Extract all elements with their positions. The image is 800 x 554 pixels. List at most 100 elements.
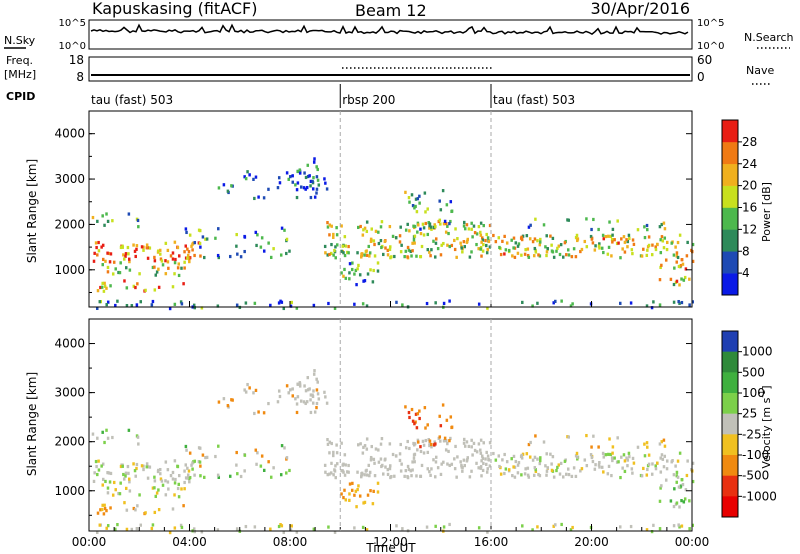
velocity-cell bbox=[534, 468, 537, 472]
power-cell bbox=[399, 250, 403, 254]
power-cell bbox=[574, 236, 578, 240]
power-cell bbox=[589, 234, 593, 239]
power-cell bbox=[187, 250, 191, 254]
power-cell bbox=[666, 240, 669, 245]
velocity-cell bbox=[510, 457, 513, 461]
power-cell bbox=[101, 263, 104, 267]
power-cell bbox=[616, 219, 619, 223]
velocity-cell bbox=[408, 446, 411, 451]
velocity-cell bbox=[470, 469, 473, 473]
velocity-cell bbox=[572, 466, 576, 470]
velocity-cell bbox=[628, 455, 631, 459]
velocity-cell bbox=[650, 472, 654, 476]
power-cell bbox=[479, 233, 483, 237]
velocity-cell bbox=[383, 458, 387, 462]
power-cell bbox=[145, 246, 149, 250]
power-cell bbox=[388, 247, 392, 252]
power-cell bbox=[477, 302, 481, 306]
velocity-cell bbox=[166, 468, 170, 472]
power-cell bbox=[106, 270, 110, 274]
velocity-cell bbox=[481, 454, 484, 458]
velocity-cell bbox=[521, 524, 524, 528]
velocity-cell bbox=[623, 459, 627, 463]
velocity-cell bbox=[617, 460, 620, 464]
power-cell bbox=[180, 266, 183, 270]
velocity-cell bbox=[643, 454, 647, 458]
power-cell bbox=[335, 243, 339, 247]
velocity-cell bbox=[279, 473, 283, 477]
power-cell bbox=[601, 233, 605, 237]
nsky-label: N.Sky bbox=[4, 34, 36, 47]
velocity-cell bbox=[157, 508, 161, 512]
velocity-cell bbox=[107, 471, 111, 475]
power-cell bbox=[306, 174, 310, 179]
power-cell bbox=[466, 237, 470, 241]
velocity-cell bbox=[465, 440, 469, 444]
power-cell bbox=[125, 303, 129, 308]
power-cell bbox=[611, 240, 614, 244]
power-cell bbox=[691, 259, 695, 264]
power-cell bbox=[291, 174, 294, 178]
power-cell bbox=[419, 227, 422, 231]
velocity-cell bbox=[184, 444, 188, 449]
power-cell bbox=[650, 253, 654, 257]
power-cell bbox=[399, 225, 402, 229]
velocity-cell bbox=[419, 449, 423, 454]
velocity-cell bbox=[125, 508, 129, 512]
velocity-cell bbox=[430, 442, 433, 447]
power-cell bbox=[461, 250, 464, 254]
velocity-cell bbox=[280, 444, 284, 448]
power-cell bbox=[686, 240, 689, 245]
velocity-cell bbox=[565, 472, 568, 476]
velocity-cell bbox=[164, 479, 167, 483]
noise-panel-frame bbox=[88, 19, 693, 50]
power-cell bbox=[312, 303, 316, 308]
velocity-cell bbox=[448, 463, 452, 468]
velocity-cell bbox=[503, 452, 506, 457]
velocity-cell bbox=[507, 468, 511, 472]
velocity-cell bbox=[360, 472, 363, 476]
velocity-cell bbox=[126, 464, 130, 469]
power-cell bbox=[177, 262, 180, 266]
velocity-cell bbox=[521, 452, 525, 456]
velocity-cell bbox=[475, 450, 479, 454]
velocity-cell bbox=[369, 458, 373, 462]
power-cell bbox=[534, 248, 537, 252]
power-cell bbox=[124, 254, 127, 258]
velocity-cell bbox=[239, 474, 243, 479]
velocity-cell bbox=[626, 464, 629, 468]
velocity-cell bbox=[174, 477, 177, 482]
power-cell bbox=[108, 260, 112, 264]
power-cell bbox=[453, 247, 457, 252]
velocity-cell bbox=[412, 441, 415, 446]
velocity-cell bbox=[398, 452, 402, 456]
velocity-cell bbox=[145, 462, 149, 466]
power-cell bbox=[365, 249, 368, 253]
power-cell bbox=[430, 225, 433, 229]
velocity-cell bbox=[236, 472, 239, 476]
power-cell bbox=[434, 255, 437, 259]
x-tick-label: 20:00 bbox=[574, 535, 609, 549]
power-cell bbox=[503, 234, 506, 238]
power-cell bbox=[436, 246, 440, 251]
velocity-cell bbox=[317, 397, 321, 401]
velocity-cell bbox=[335, 462, 339, 466]
velocity-cell bbox=[313, 369, 316, 373]
velocity-cell bbox=[601, 451, 605, 455]
power-cell bbox=[497, 236, 501, 240]
velocity-cell bbox=[176, 486, 180, 491]
velocity-cell bbox=[485, 450, 488, 455]
power-cell bbox=[171, 257, 175, 261]
power-cell bbox=[374, 229, 378, 233]
power-cell bbox=[92, 259, 96, 263]
power-cell bbox=[291, 180, 295, 184]
velocity-cell bbox=[626, 458, 630, 462]
velocity-cell bbox=[538, 459, 542, 463]
freq-label: Freq. bbox=[6, 54, 33, 67]
velocity-cell bbox=[106, 471, 109, 475]
velocity-cell bbox=[673, 487, 676, 491]
velocity-cell bbox=[182, 504, 185, 508]
power-cell bbox=[304, 187, 307, 191]
velocity-cell bbox=[446, 462, 449, 466]
power-cell bbox=[413, 234, 417, 238]
